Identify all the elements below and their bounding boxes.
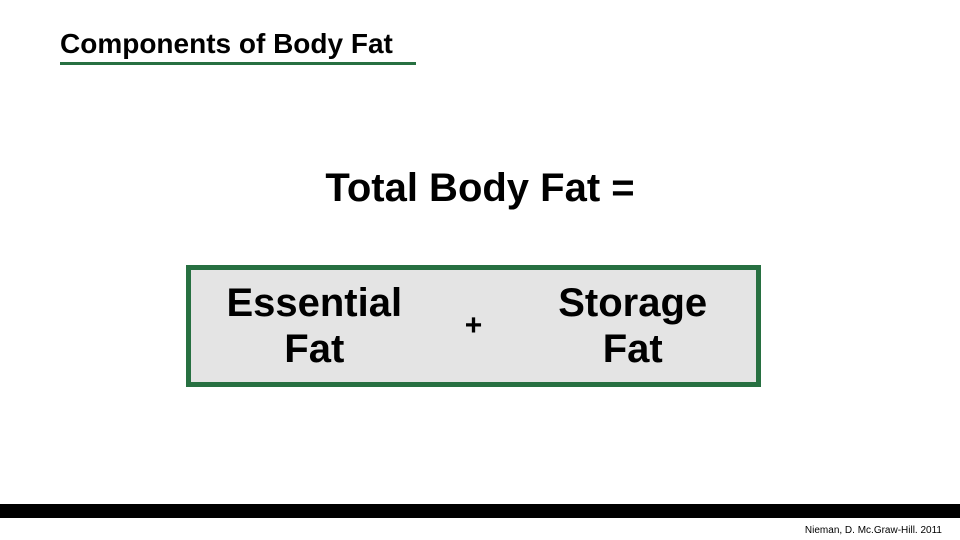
equation-box: Essential Fat + Storage Fat [186, 265, 761, 387]
footer-bar [0, 504, 960, 518]
title-underline [60, 62, 416, 65]
storage-fat-line1: Storage [558, 281, 707, 325]
equation-heading: Total Body Fat = [0, 166, 960, 211]
storage-fat-line2: Fat [603, 327, 663, 371]
essential-fat-line2: Fat [284, 327, 344, 371]
essential-fat-line1: Essential [226, 281, 402, 325]
plus-operator: + [438, 309, 510, 344]
citation: Nieman, D. Mc.Graw-Hill. 2011 [805, 525, 942, 536]
storage-fat-label: Storage Fat [509, 280, 756, 372]
slide: Components of Body Fat Total Body Fat = … [0, 0, 960, 540]
essential-fat-label: Essential Fat [191, 280, 438, 372]
slide-title: Components of Body Fat [60, 28, 393, 60]
